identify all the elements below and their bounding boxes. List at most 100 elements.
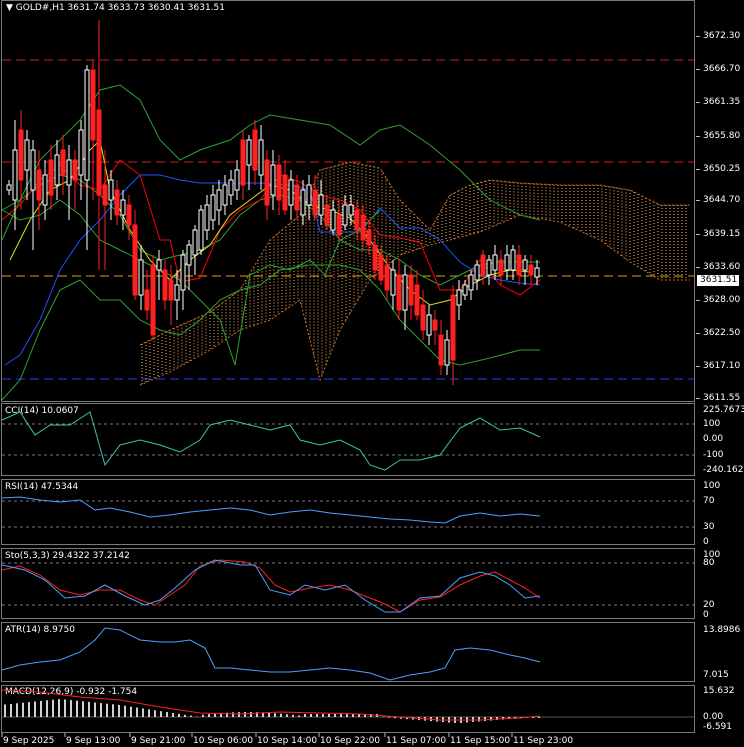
candle-bull bbox=[474, 264, 480, 281]
price-tick-mark bbox=[696, 69, 700, 70]
time-axis-label: 10 Sep 06:00 bbox=[193, 736, 254, 746]
candle-bull bbox=[66, 159, 72, 186]
candle-bull bbox=[486, 259, 492, 276]
candle-bull bbox=[78, 129, 84, 176]
candle-bull bbox=[186, 244, 192, 266]
candle-bear bbox=[126, 204, 132, 226]
candle-bear bbox=[528, 264, 534, 276]
candle-bull bbox=[42, 174, 48, 206]
stochastic-tick-label: 100 bbox=[703, 550, 721, 560]
candle-bull bbox=[84, 69, 90, 181]
rsi-tick-label: 30 bbox=[703, 522, 715, 532]
stochastic-tick-label: 80 bbox=[703, 558, 715, 568]
candle-bull bbox=[6, 184, 12, 191]
price-tick-label: 3644.70 bbox=[703, 195, 741, 205]
candle-bull bbox=[30, 149, 36, 191]
candle-bear bbox=[438, 334, 444, 366]
candle-bull bbox=[342, 204, 348, 226]
cci-label: CCI(14) 10.0607 bbox=[5, 406, 79, 416]
price-tick-mark bbox=[696, 36, 700, 37]
candle-bear bbox=[168, 279, 174, 301]
atr-pane[interactable] bbox=[1, 622, 695, 682]
stochastic-signal-line bbox=[1, 559, 541, 613]
macd-tick-label: -6.591 bbox=[703, 722, 733, 732]
rsi-pane[interactable] bbox=[1, 479, 695, 545]
candle-bull bbox=[198, 209, 204, 251]
atr-tick-label: 13.8986 bbox=[703, 625, 741, 635]
time-axis-label: 11 Sep 07:00 bbox=[386, 736, 447, 746]
candle-bull bbox=[204, 204, 210, 231]
rsi-line bbox=[1, 496, 541, 524]
candle-bear bbox=[336, 214, 342, 236]
candle-bear bbox=[372, 244, 378, 271]
price-tick-label: 3639.15 bbox=[703, 229, 741, 239]
candle-bear bbox=[252, 129, 258, 171]
candle-bear bbox=[90, 69, 96, 141]
upper-band bbox=[1, 84, 541, 241]
candle-bear bbox=[384, 264, 390, 291]
candle-bear bbox=[96, 109, 102, 196]
price-tick-label: 3633.60 bbox=[703, 262, 741, 272]
candle-bull bbox=[426, 314, 432, 336]
current-price-box: 3631.51 bbox=[697, 275, 739, 286]
rsi-tick-label: 0 bbox=[703, 537, 709, 547]
dropdown-triangle-icon[interactable]: ▼ bbox=[6, 3, 13, 13]
time-axis-label: 11 Sep 15:00 bbox=[450, 736, 511, 746]
candle-bull bbox=[492, 254, 498, 271]
candle-bull bbox=[462, 284, 468, 296]
candle-bear bbox=[354, 209, 360, 231]
stochastic-tick-label: 0 bbox=[703, 610, 709, 620]
candle-bull bbox=[222, 184, 228, 206]
candle-bear bbox=[102, 184, 108, 206]
candle-bull bbox=[456, 289, 462, 306]
candle-bear bbox=[276, 164, 282, 201]
candle-bear bbox=[240, 139, 246, 186]
candle-bull bbox=[210, 194, 216, 221]
candle-bull bbox=[390, 269, 396, 296]
candle-bear bbox=[150, 264, 156, 336]
atr-line bbox=[1, 627, 541, 681]
time-axis-label: 10 Sep 14:00 bbox=[257, 736, 318, 746]
time-axis-label: 9 Sep 13:00 bbox=[66, 736, 121, 746]
candle-bull bbox=[108, 179, 114, 201]
candle-bull bbox=[24, 139, 30, 171]
candle-bull bbox=[288, 179, 294, 206]
candle-bull bbox=[12, 149, 18, 201]
lagging-span bbox=[1, 199, 381, 366]
candle-bear bbox=[264, 159, 270, 206]
stochastic-pane[interactable] bbox=[1, 548, 695, 619]
cci-tick-label: -100 bbox=[703, 450, 724, 460]
candle-bull bbox=[174, 284, 180, 301]
macd-tick-label: 0.00 bbox=[703, 712, 724, 722]
candle-bear bbox=[294, 184, 300, 211]
cci-pane[interactable] bbox=[1, 403, 695, 476]
candle-bull bbox=[306, 184, 312, 206]
candle-bull bbox=[534, 267, 540, 278]
price-tick-mark bbox=[696, 102, 700, 103]
candle-bear bbox=[516, 254, 522, 276]
stochastic-label: Sto(5,3,3) 29.4322 37.2142 bbox=[5, 551, 130, 561]
cci-tick-label: -240.1627 bbox=[703, 465, 744, 475]
atr-tick-label: 7.015 bbox=[703, 670, 729, 680]
candle-bear bbox=[18, 129, 24, 181]
macd-pane[interactable] bbox=[1, 685, 695, 733]
time-axis-label: 9 Sep 2025 bbox=[3, 736, 55, 746]
price-tick-label: 3650.25 bbox=[703, 164, 741, 174]
candle-bull bbox=[330, 209, 336, 231]
candle-bear bbox=[396, 274, 402, 311]
candle-bear bbox=[450, 294, 456, 361]
candle-bear bbox=[420, 304, 426, 331]
candle-bull bbox=[246, 139, 252, 166]
time-axis-label: 11 Sep 23:00 bbox=[513, 736, 574, 746]
candle-bull bbox=[228, 179, 234, 196]
candle-bear bbox=[144, 289, 150, 311]
candle-bear bbox=[378, 254, 384, 281]
candle-bear bbox=[360, 214, 366, 241]
price-tick-mark bbox=[696, 398, 700, 399]
price-tick-label: 3661.35 bbox=[703, 97, 741, 107]
lower-band bbox=[1, 264, 540, 401]
candle-bull bbox=[258, 139, 264, 176]
price-tick-mark bbox=[696, 333, 700, 334]
cci-tick-label: 100 bbox=[703, 419, 721, 429]
